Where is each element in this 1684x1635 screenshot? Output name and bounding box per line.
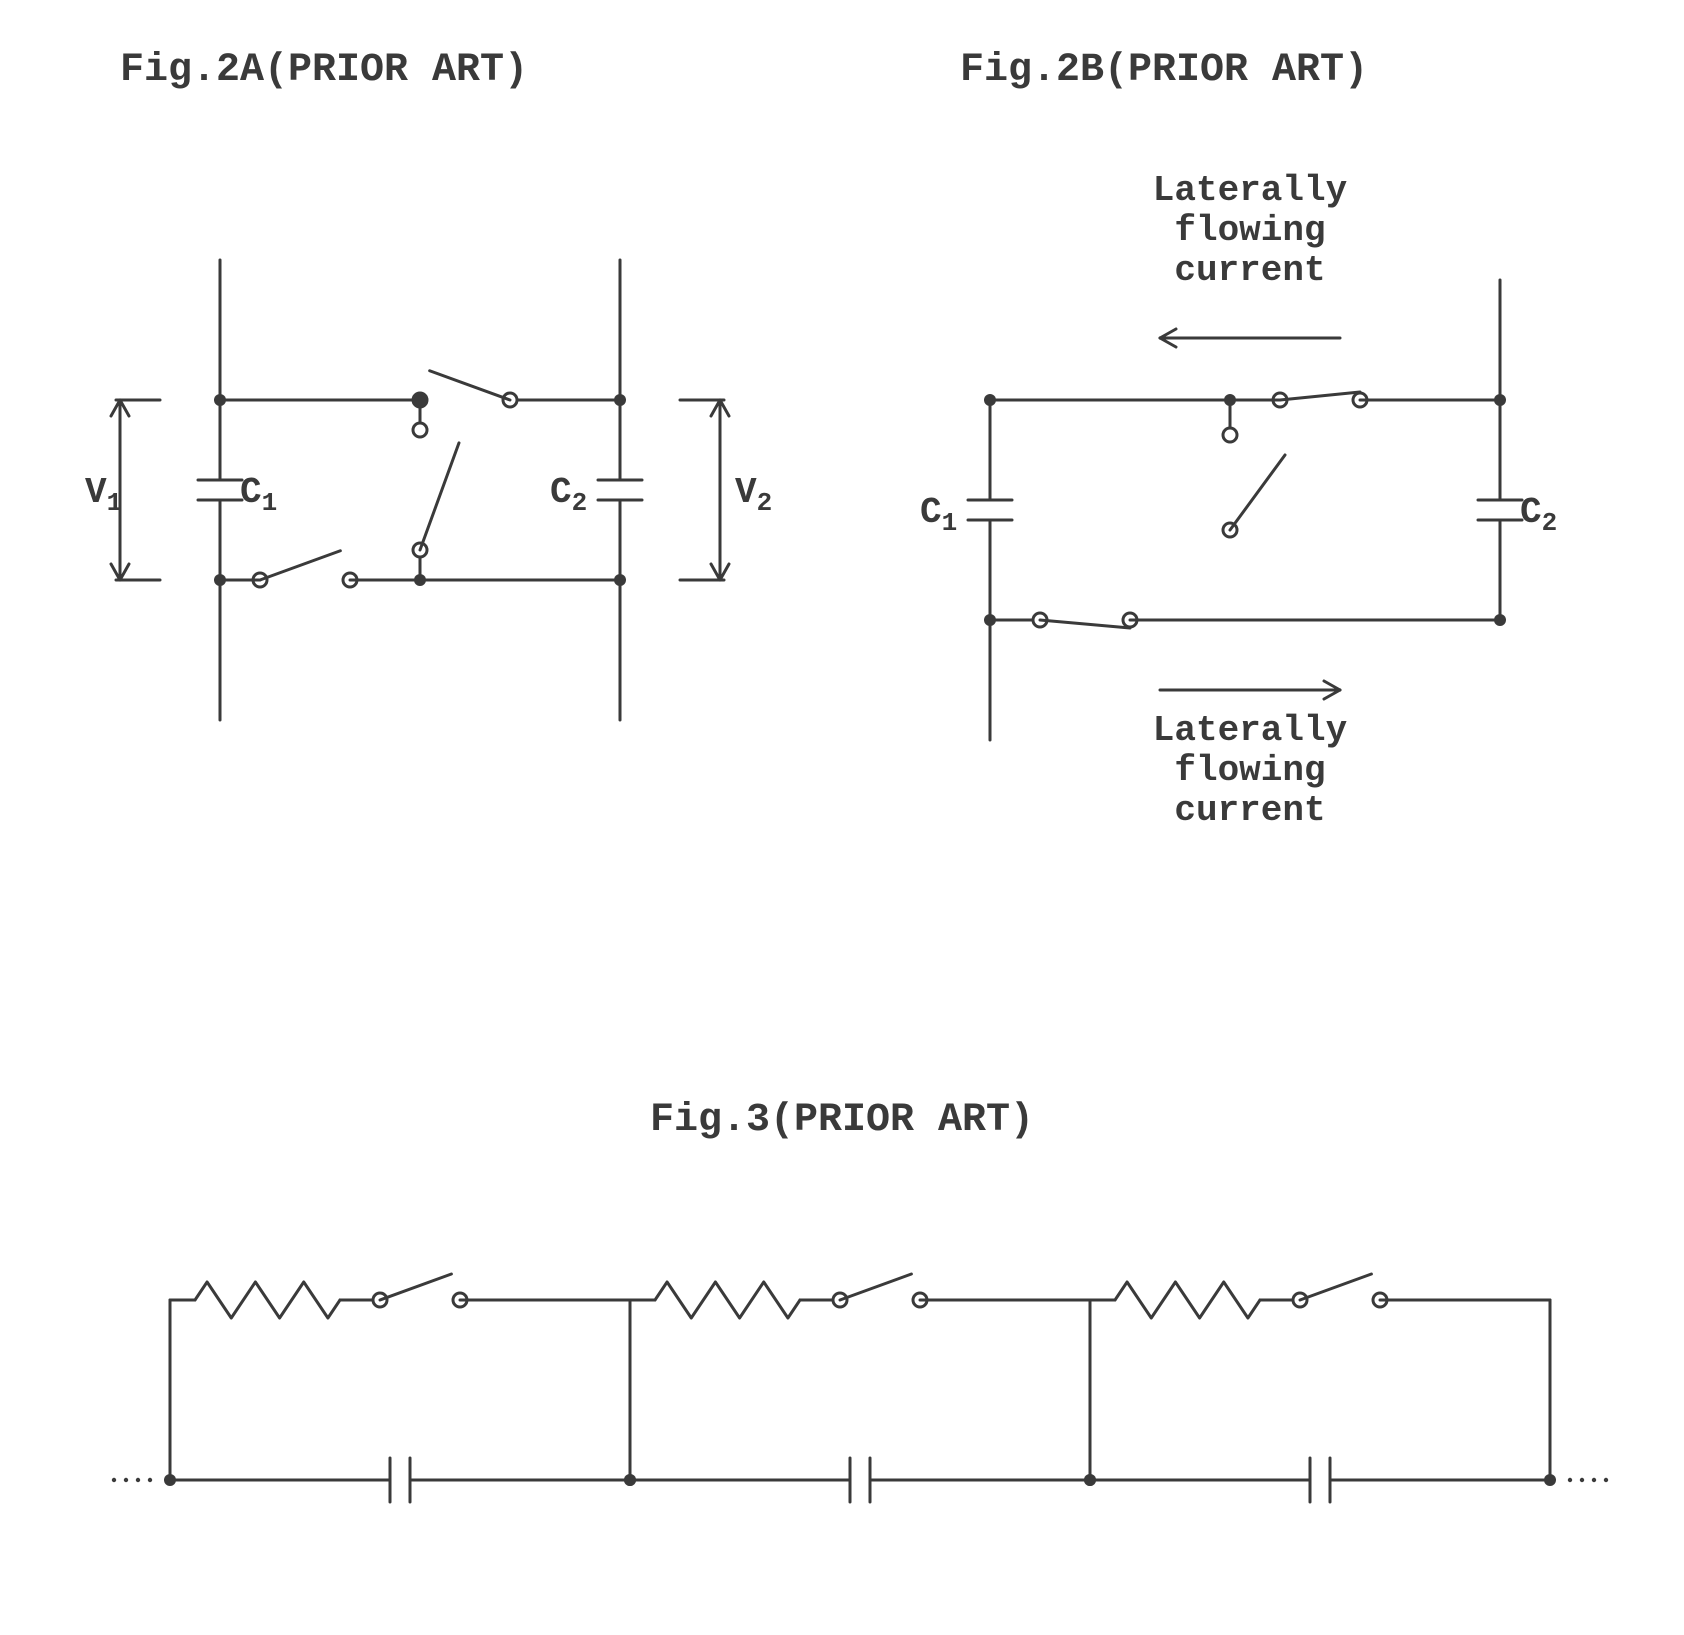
svg-text:V1: V1 [85,472,122,518]
svg-text:C2: C2 [1520,492,1557,538]
fig-2b: Fig.2B(PRIOR ART) Laterallyflowingcurrent… [920,48,1557,831]
svg-text:C1: C1 [240,472,277,518]
label-c1-2a: C1 [240,472,277,518]
fig-2b-bottom-text: Laterallyflowingcurrent [1153,710,1347,831]
label-c1-2b: C1 [920,492,957,538]
label-v2: V2 [735,472,772,518]
fig-3: Fig.3(PRIOR ART) [112,1098,1608,1502]
fig-2a: Fig.2A(PRIOR ART) V1 C1 C2 V2 [85,48,772,720]
label-c2-2a: C2 [550,472,587,518]
fig-2b-title: Fig.2B(PRIOR ART) [960,48,1368,93]
svg-text:C2: C2 [550,472,587,518]
svg-text:V2: V2 [735,472,772,518]
label-v1: V1 [85,472,122,518]
fig-2a-title: Fig.2A(PRIOR ART) [120,48,528,93]
fig-3-title: Fig.3(PRIOR ART) [650,1098,1034,1143]
label-c2-2b: C2 [1520,492,1557,538]
fig-2b-top-text: Laterallyflowingcurrent [1153,170,1347,291]
svg-text:C1: C1 [920,492,957,538]
